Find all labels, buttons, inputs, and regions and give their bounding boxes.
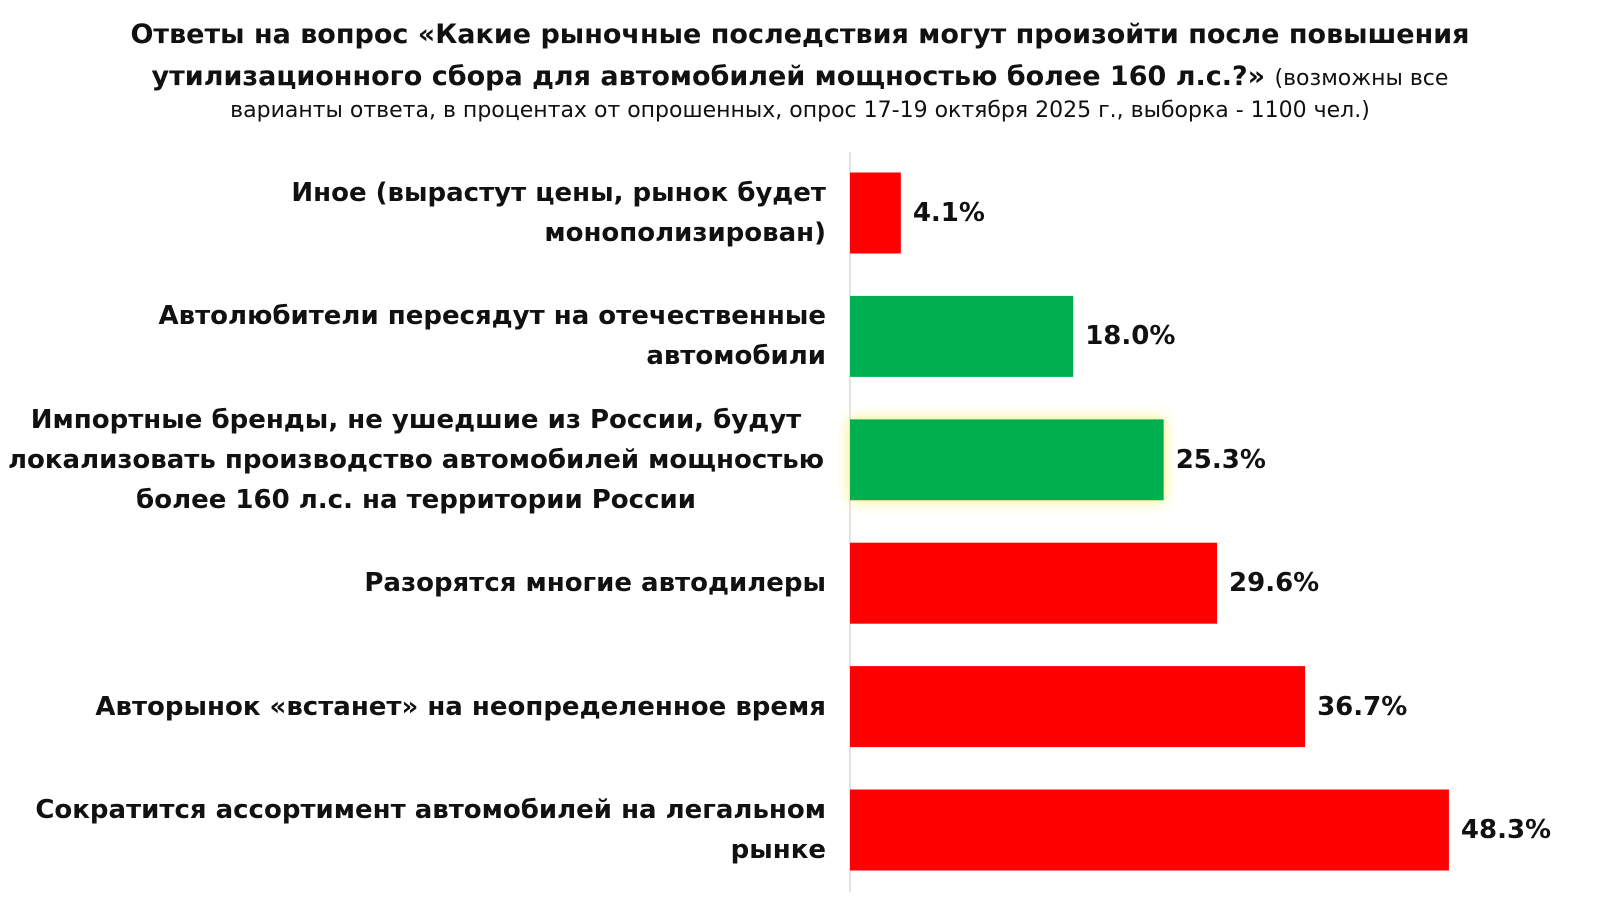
bar-4 <box>850 666 1306 748</box>
category-label-2: Импортные бренды, не ушедшие из России, … <box>7 404 825 515</box>
chart-title-note: (возможны все <box>1274 66 1449 91</box>
data-label-5: 48.3% <box>1460 815 1552 845</box>
category-label-4: Авторынок «встанет» на неопределенное вр… <box>95 691 826 722</box>
data-label-4: 36.7% <box>1317 691 1408 722</box>
data-label-2: 25.3% <box>1175 444 1266 475</box>
bar-2 <box>850 419 1164 501</box>
category-label-3: Разорятся многие автодилеры <box>364 568 826 599</box>
bar-5 <box>850 789 1449 871</box>
chart-title: Ответы на вопрос «Какие рыночные последс… <box>0 14 1600 100</box>
bar-3 <box>850 542 1218 624</box>
chart-subtitle: варианты ответа, в процентах от опрошенн… <box>230 98 1370 123</box>
data-label-1: 18.0% <box>1085 321 1176 352</box>
chart-title-text: Ответы на вопрос «Какие рыночные последс… <box>130 19 1470 92</box>
data-label-0: 4.1% <box>912 198 985 228</box>
bars-group <box>850 172 1449 871</box>
bar-1 <box>850 295 1074 377</box>
category-label-0: Иное (вырастут цены, рынок будет монопол… <box>291 178 826 248</box>
bar-0 <box>850 172 901 254</box>
category-label-5: Сократится ассортимент автомобилей на ле… <box>35 795 826 865</box>
category-label-1: Автолюбители пересядут на отечественные … <box>158 301 826 372</box>
data-label-3: 29.6% <box>1229 568 1320 599</box>
